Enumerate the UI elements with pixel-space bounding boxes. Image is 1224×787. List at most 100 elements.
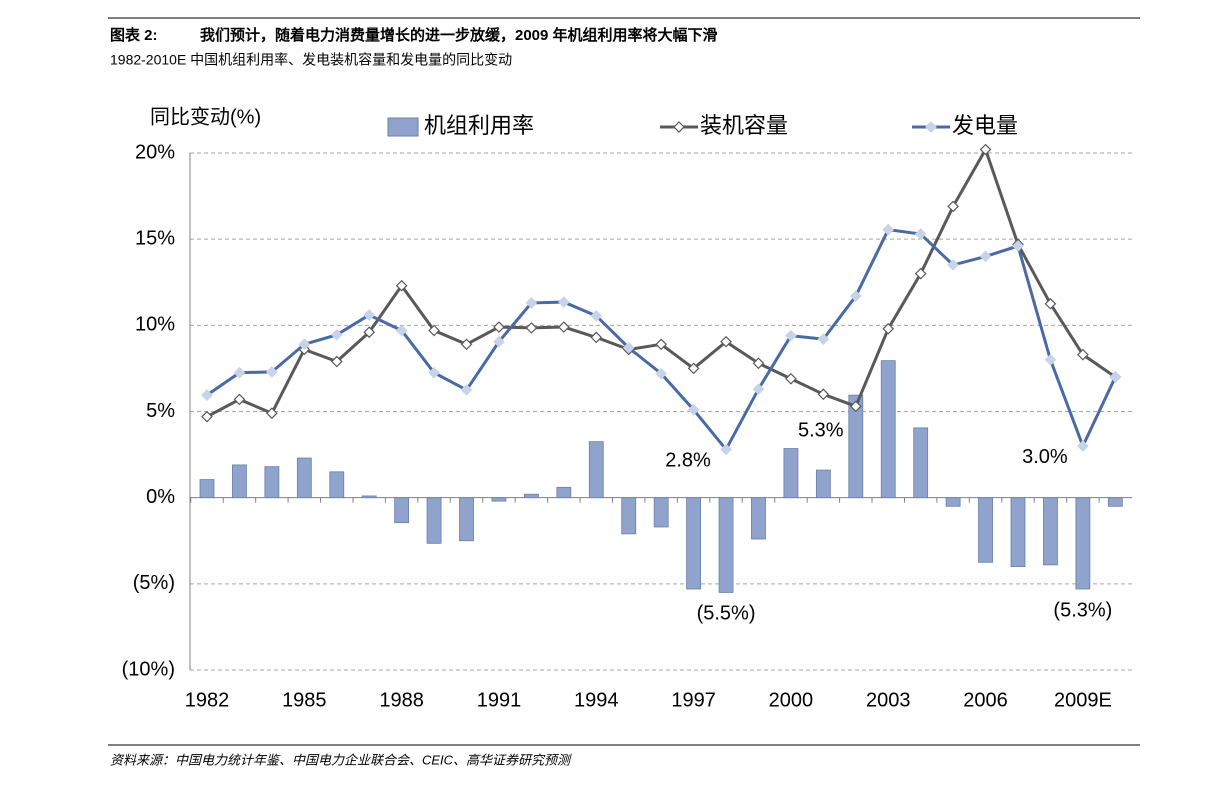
legend-label: 机组利用率 bbox=[424, 113, 534, 138]
bar bbox=[524, 493, 539, 499]
line-marker bbox=[493, 335, 505, 348]
x-tick-label: 2009E bbox=[1054, 689, 1112, 711]
bar bbox=[880, 360, 896, 499]
bar bbox=[296, 457, 312, 499]
x-tick-label: 1991 bbox=[477, 689, 522, 711]
bar bbox=[1043, 497, 1058, 566]
y-tick-label: 5% bbox=[146, 400, 175, 422]
x-tick-label: 2000 bbox=[769, 689, 814, 711]
line-marker bbox=[395, 279, 408, 292]
x-tick-label: 1997 bbox=[671, 689, 716, 711]
data-label: 2.8% bbox=[665, 450, 711, 472]
line-marker bbox=[882, 322, 895, 335]
x-tick-label: 2006 bbox=[963, 689, 1008, 711]
line-marker bbox=[233, 393, 246, 406]
line-marker bbox=[655, 367, 668, 380]
line-marker bbox=[330, 328, 343, 341]
legend-swatch bbox=[387, 117, 419, 137]
bar bbox=[232, 464, 247, 499]
bar bbox=[426, 497, 442, 544]
line-marker bbox=[557, 321, 570, 333]
line-marker bbox=[914, 228, 927, 240]
line-marker bbox=[330, 355, 343, 368]
line-marker bbox=[428, 324, 440, 337]
line-marker bbox=[460, 338, 473, 351]
bar bbox=[459, 497, 474, 542]
bar bbox=[1010, 497, 1026, 567]
line-marker bbox=[979, 250, 992, 263]
bar bbox=[815, 469, 831, 499]
bar bbox=[913, 427, 929, 499]
legend-marker bbox=[925, 121, 937, 133]
x-tick-label: 2003 bbox=[866, 689, 911, 711]
y-tick-label: 15% bbox=[135, 227, 175, 249]
x-tick-label: 1985 bbox=[282, 689, 327, 711]
bar bbox=[978, 497, 993, 563]
line-marker bbox=[266, 366, 278, 378]
y-tick-label: (10%) bbox=[122, 658, 175, 680]
line-marker bbox=[428, 366, 440, 379]
line-marker bbox=[525, 297, 538, 309]
data-label: 3.0% bbox=[1022, 446, 1068, 468]
bar bbox=[588, 441, 604, 499]
line-marker bbox=[655, 338, 668, 351]
x-tick-label: 1988 bbox=[379, 689, 424, 711]
chart-subtitle: 1982-2010E 中国机组利用率、发电装机容量和发电量的同比变动 bbox=[110, 52, 512, 68]
line-marker bbox=[298, 338, 311, 351]
line-marker bbox=[460, 384, 473, 396]
x-tick-label: 1982 bbox=[185, 689, 230, 711]
bar bbox=[264, 466, 280, 499]
bar bbox=[653, 497, 669, 528]
line-marker bbox=[201, 410, 213, 423]
line-marker bbox=[914, 267, 927, 280]
line-marker bbox=[233, 366, 246, 379]
data-label: 5.3% bbox=[798, 420, 844, 442]
bar bbox=[783, 448, 799, 499]
line-marker bbox=[363, 326, 376, 339]
line-marker bbox=[557, 296, 570, 308]
bar bbox=[329, 471, 345, 499]
line-marker bbox=[752, 357, 765, 370]
y-tick-label: 20% bbox=[135, 141, 175, 163]
bar bbox=[718, 497, 734, 593]
line-marker bbox=[882, 223, 895, 236]
line-marker bbox=[849, 290, 862, 302]
line-marker bbox=[785, 372, 797, 385]
line-marker bbox=[785, 329, 797, 342]
y-axis-title: 同比变动(%) bbox=[150, 105, 261, 128]
line-marker bbox=[1077, 440, 1089, 452]
legend-label: 装机容量 bbox=[700, 113, 788, 138]
line-marker bbox=[201, 389, 213, 401]
bar bbox=[1107, 497, 1123, 507]
source-note: 资料来源：中国电力统计年鉴、中国电力企业联合会、CEIC、高华证券研究预测 bbox=[110, 752, 572, 767]
line-marker bbox=[947, 200, 959, 213]
line-marker bbox=[720, 335, 732, 348]
line-marker bbox=[979, 143, 992, 156]
data-label: (5.3%) bbox=[1053, 599, 1112, 621]
line-marker bbox=[720, 443, 732, 456]
line-marker bbox=[1077, 348, 1089, 361]
line-marker bbox=[752, 383, 765, 395]
line-marker bbox=[590, 310, 603, 322]
line-marker bbox=[363, 309, 376, 321]
line-marker bbox=[947, 259, 959, 271]
bar bbox=[394, 497, 410, 524]
line-marker bbox=[622, 341, 635, 354]
line-marker bbox=[849, 400, 862, 413]
bar bbox=[686, 497, 701, 590]
line-marker bbox=[817, 388, 830, 401]
line-marker bbox=[1044, 297, 1057, 310]
line-marker bbox=[817, 333, 830, 345]
bar bbox=[1075, 497, 1091, 590]
bar bbox=[556, 486, 572, 499]
line-marker bbox=[525, 322, 538, 334]
legend-label: 发电量 bbox=[952, 113, 1018, 138]
line-marker bbox=[1012, 240, 1024, 252]
line-marker bbox=[1044, 353, 1057, 366]
line-marker bbox=[590, 331, 603, 344]
bar bbox=[945, 497, 961, 507]
line-marker bbox=[395, 324, 408, 337]
line-marker bbox=[1109, 371, 1122, 383]
line-marker bbox=[493, 321, 505, 333]
